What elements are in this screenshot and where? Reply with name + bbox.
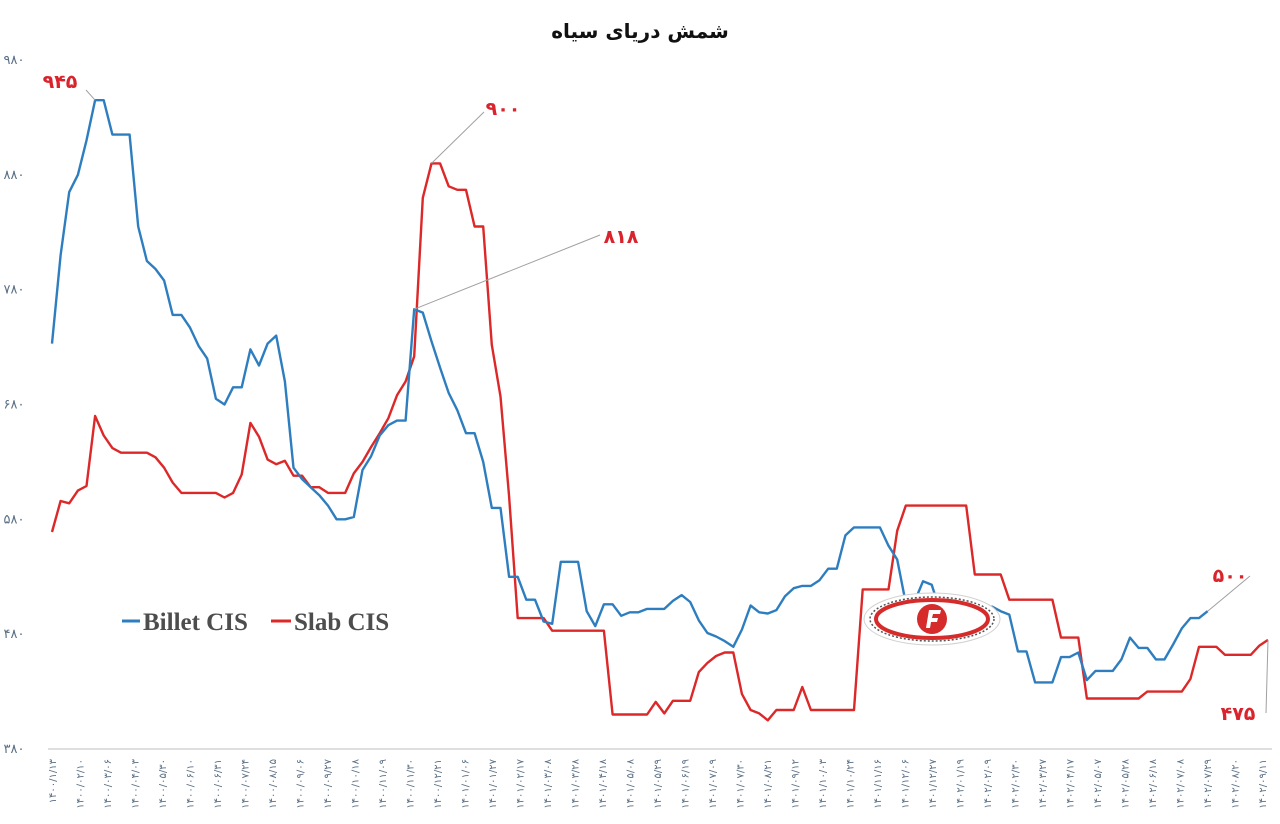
y-tick-label: ۹۸۰	[4, 53, 25, 68]
x-tick-label: ۱۴۰۱/۱۱/۱۶	[873, 759, 884, 809]
x-tick-label: ۱۴۰۰/۱۲/۲۱	[433, 759, 444, 809]
x-tick-label: ۱۴۰۲/۰۶/۱۸	[1148, 758, 1159, 808]
x-tick-label: ۱۴۰۲/۰۷/۰۸	[1176, 758, 1187, 808]
x-tick-label: ۱۴۰۱/۰۸/۲۱	[763, 759, 774, 809]
x-tick-label: ۱۴۰۰/۱۱/۳۰	[406, 759, 417, 809]
legend-label-slab: Slab CIS	[294, 609, 389, 636]
billet-cis-series-line	[50, 98, 1209, 684]
x-tick-label: ۱۴۰۱/۰۶/۱۹	[681, 759, 692, 809]
series-layer	[50, 98, 1269, 722]
x-tick-label: ۱۴۰۰/۰۸/۱۵	[268, 759, 279, 809]
x-tick-label: ۱۴۰۰/۱۰/۱۸	[351, 758, 362, 808]
brand-logo	[863, 592, 1001, 646]
x-tick-label: ۱۴۰۱/۰۷/۰۹	[708, 759, 719, 809]
x-tick-label: ۱۴۰۰/۰۳/۰۶	[103, 759, 114, 809]
x-tick-label: ۱۴۰۰/۱/۱۳	[48, 758, 59, 803]
x-tick-label: ۱۴۰۱/۰۵/۲۹	[653, 759, 664, 809]
y-tick-label: ۳۸۰	[4, 742, 25, 757]
slab-peak-label: ۹۰۰	[486, 98, 521, 120]
x-tick-label: ۱۴۰۲/۰۳/۲۷	[1038, 758, 1049, 808]
x-tick-label: ۱۴۰۰/۰۲/۱۰	[76, 759, 87, 809]
slab-last-label-leader	[1265, 639, 1269, 714]
y-axis: ۳۸۰ ۴۸۰ ۵۸۰ ۶۸۰ ۷۸۰ ۸۸۰ ۹۸۰	[4, 53, 25, 757]
annotations: ۹۴۵ ۹۰۰ ۸۱۸ ۵۰۰ ۴۷۵	[43, 71, 1269, 725]
x-tick-label: ۱۴۰۱/۰۵/۰۸	[626, 758, 637, 808]
x-tick-label: ۱۴۰۲/۰۵/۲۸	[1121, 758, 1132, 808]
legend: Billet CIS Slab CIS	[122, 609, 389, 636]
x-tick-label: ۱۴۰۰/۱۱/۰۹	[378, 759, 389, 809]
x-tick-label: ۱۴۰۲/۰۲/۳۰	[1011, 759, 1022, 809]
y-tick-label: ۵۸۰	[4, 512, 25, 527]
x-tick-label: ۱۴۰۱/۱۰/۰۳	[818, 758, 829, 808]
billet-peak-label-leader	[414, 234, 601, 310]
x-tick-label: ۱۴۰۱/۱۲/۲۷	[928, 758, 939, 808]
legend-label-billet: Billet CIS	[143, 609, 248, 636]
y-tick-label: ۸۸۰	[4, 168, 25, 183]
x-tick-label: ۱۴۰۰/۰۴/۰۳	[131, 758, 142, 808]
x-tick-label: ۱۴۰۱/۰۴/۱۸	[598, 758, 609, 808]
y-tick-label: ۴۸۰	[4, 627, 25, 642]
x-tick-label: ۱۴۰۰/۰۶/۳۱	[213, 759, 224, 809]
x-tick-label: ۱۴۰۱/۱۲/۰۶	[901, 759, 912, 809]
billet-peak-label: ۸۱۸	[604, 226, 639, 248]
x-tick-label: ۱۴۰۲/۰۵/۰۷	[1093, 758, 1104, 808]
billet-last-label-leader	[1207, 575, 1251, 612]
x-tick-label: ۱۴۰۲/۰۹/۱۱	[1258, 759, 1269, 809]
x-tick-label: ۱۴۰۰/۰۷/۲۴	[241, 759, 252, 809]
x-tick-label: ۱۴۰۱/۰۱/۰۶	[461, 759, 472, 809]
x-tick-label: ۱۴۰۰/۰۵/۳۰	[158, 759, 169, 809]
x-tick-label: ۱۴۰۱/۰۷/۳۰	[736, 759, 747, 809]
x-axis: ۱۴۰۰/۱/۱۳ ۱۴۰۰/۰۲/۱۰ ۱۴۰۰/۰۳/۰۶ ۱۴۰۰/۰۴/۰۳ ۱…	[48, 748, 1272, 809]
x-tick-label: ۱۴۰۱/۰۲/۱۷	[516, 758, 527, 808]
chart-title: شمش دریای سیاه	[551, 19, 729, 43]
x-tick-label: ۱۴۰۲/۰۴/۱۷	[1066, 758, 1077, 808]
x-tick-label: ۱۴۰۰/۰۶/۱۰	[186, 759, 197, 809]
x-tick-label: ۱۴۰۰/۰۹/۲۷	[323, 758, 334, 808]
x-tick-label: ۱۴۰۱/۱۰/۲۴	[846, 759, 857, 809]
y-tick-label: ۷۸۰	[4, 283, 25, 298]
x-tick-label: ۱۴۰۲/۰۲/۰۹	[983, 759, 994, 809]
slab-cis-series-line	[50, 162, 1269, 722]
y-tick-label: ۶۸۰	[4, 398, 25, 413]
x-tick-label: ۱۴۰۲/۰۱/۱۹	[956, 759, 967, 809]
billet-max-label: ۹۴۵	[43, 71, 78, 93]
slab-last-label: ۴۷۵	[1221, 703, 1256, 725]
billet-last-label: ۵۰۰	[1213, 565, 1248, 587]
x-tick-label: ۱۴۰۱/۰۳/۲۸	[571, 758, 582, 808]
x-tick-label: ۱۴۰۲/۰۷/۲۹	[1203, 759, 1214, 809]
x-tick-label: ۱۴۰۱/۰۱/۲۷	[488, 758, 499, 808]
billet-max-label-leader	[85, 89, 96, 101]
x-tick-label: ۱۴۰۰/۰۹/۰۶	[296, 759, 307, 809]
x-tick-label: ۱۴۰۱/۰۹/۱۲	[791, 759, 802, 809]
x-tick-label: ۱۴۰۲/۰۸/۲۰	[1231, 759, 1242, 809]
x-tick-label: ۱۴۰۱/۰۳/۰۸	[543, 758, 554, 808]
slab-peak-label-leader	[431, 111, 485, 164]
